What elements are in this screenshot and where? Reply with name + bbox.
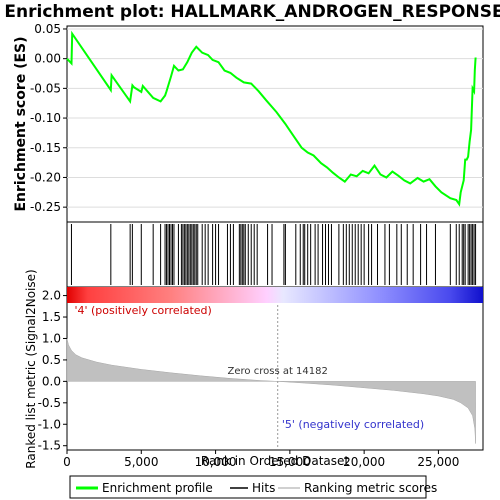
metric-y-tick-label: -1.0 — [38, 417, 61, 431]
zero-cross-label: Zero cross at 14182 — [228, 366, 328, 377]
negative-correlation-label: '5' (negatively correlated) — [282, 418, 424, 431]
chart-title: Enrichment plot: HALLMARK_ANDROGEN_RESPO… — [4, 2, 500, 22]
metric-x-tick-label: 20,000 — [343, 455, 385, 469]
es-series — [66, 30, 477, 207]
legend-label-enrichment: Enrichment profile — [102, 481, 213, 495]
es-y-tick-label: -0.20 — [30, 170, 61, 184]
es-y-tick-label: 0.05 — [34, 22, 61, 36]
es-y-tick-label: -0.05 — [30, 81, 61, 95]
metric-y-axis: 2.0 1.5 1.0 0.5 0.0 -0.5 -1.0 -1.5 — [38, 289, 67, 453]
metric-y-tick-label: 0.5 — [42, 353, 61, 367]
metric-series — [66, 338, 476, 444]
metric-y-tick-label: 2.0 — [42, 289, 61, 303]
metric-x-axis: 0 5,000 10,000 15,000 20,000 25,000 — [63, 450, 459, 469]
metric-annotations: '4' (positively correlated) Zero cross at… — [74, 304, 424, 448]
ranking-metric-area — [66, 338, 476, 444]
positive-correlation-label: '4' (positively correlated) — [74, 304, 211, 317]
metric-x-tick-label: 0 — [63, 455, 71, 469]
es-gridlines — [67, 28, 483, 208]
enrichment-profile-line — [66, 30, 477, 207]
metric-x-tick-label: 15,000 — [269, 455, 311, 469]
legend-label-hits: Hits — [252, 481, 275, 495]
legend: Enrichment profile Hits Ranking metric s… — [69, 475, 437, 499]
es-axis-label: Enrichment score (ES) — [13, 36, 29, 211]
es-y-axis: 0.05 0.00 -0.05 -0.10 -0.15 -0.20 -0.25 — [30, 22, 67, 214]
legend-label-ranking: Ranking metric scores — [304, 481, 437, 495]
metric-y-tick-label: 1.5 — [42, 310, 61, 324]
metric-y-tick-label: 0.0 — [42, 374, 61, 388]
legend-box — [69, 475, 427, 499]
metric-y-tick-label: -0.5 — [38, 396, 61, 410]
rank-color-strip — [67, 287, 483, 303]
rank-color-bar — [67, 287, 483, 303]
metric-axis-label: Ranked list metric (Signal2Noise) — [24, 269, 38, 468]
hits-series — [70, 224, 477, 285]
metric-x-tick-label: 5,000 — [124, 455, 158, 469]
metric-y-tick-label: 1.0 — [42, 331, 61, 345]
es-y-tick-label: -0.25 — [30, 200, 61, 214]
metric-y-tick-label: -1.5 — [38, 439, 61, 453]
metric-x-tick-label: 25,000 — [417, 455, 459, 469]
metric-x-tick-label: 10,000 — [195, 455, 237, 469]
es-y-tick-label: 0.00 — [34, 52, 61, 66]
es-y-tick-label: -0.15 — [30, 141, 61, 155]
es-y-tick-label: -0.10 — [30, 111, 61, 125]
rank-axis-label: Rank in Ordered Dataset — [201, 454, 349, 468]
es-panel-frame — [66, 25, 484, 223]
